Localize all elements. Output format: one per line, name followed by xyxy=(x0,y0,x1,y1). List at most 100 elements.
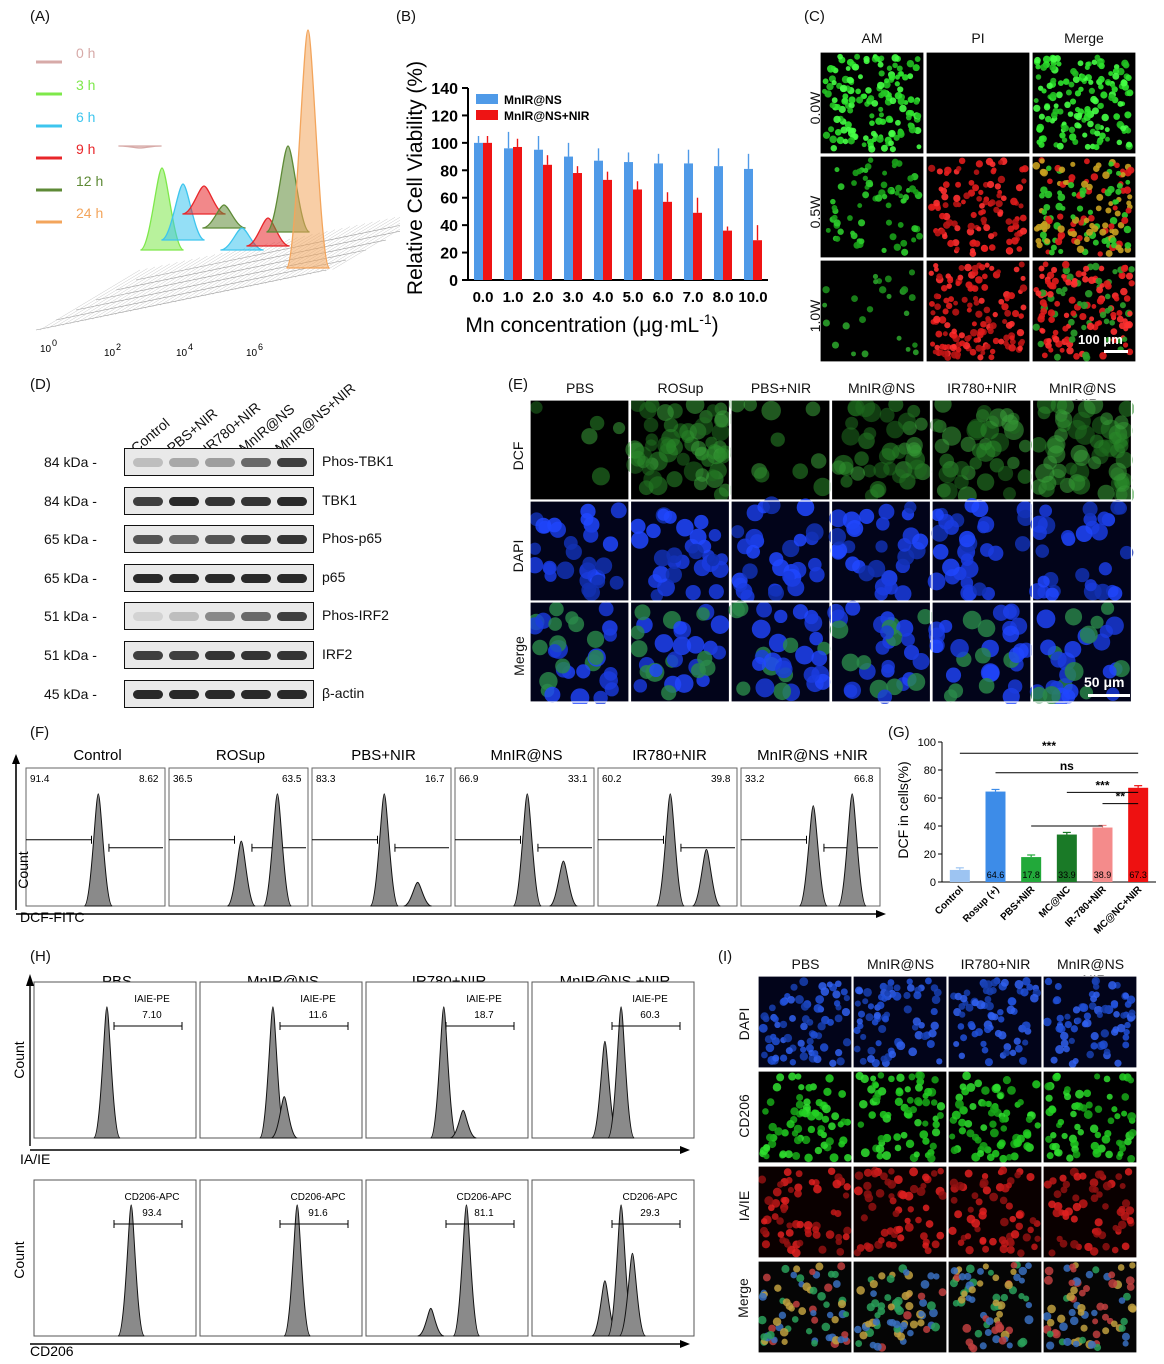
a-legend-label: 24 h xyxy=(76,205,103,221)
h-gate-value: 29.3 xyxy=(640,1208,660,1219)
g-bar xyxy=(1128,787,1149,882)
g-x-tick: PBS+NIR xyxy=(999,884,1038,923)
h-gate-name: CD206-APC xyxy=(124,1192,179,1203)
h-gate-name: CD206-APC xyxy=(622,1192,677,1203)
b-y-tick: 60 xyxy=(440,191,458,208)
d-protein-name: IRF2 xyxy=(322,646,353,662)
a-legend-label: 3 h xyxy=(76,77,95,93)
b-legend-label: MnIR@NS+NIR xyxy=(504,109,590,123)
d-band xyxy=(241,651,271,660)
f-histogram-peak xyxy=(655,793,685,907)
g-bar xyxy=(1021,857,1042,882)
d-band xyxy=(133,612,163,622)
f-histogram-peak xyxy=(403,881,432,907)
h-bottom-y-label: Count xyxy=(11,1241,27,1278)
g-bar xyxy=(1092,827,1113,882)
panel-g-label: (G) xyxy=(888,724,910,741)
g-x-tick: MC@NC xyxy=(1037,884,1073,920)
d-band xyxy=(277,496,307,506)
panel-b-bar-chart: 0 20 40 60 80 100 120 140 0.0 1.0 2.0 3.0 4.0 5.0 6.0 7… xyxy=(404,61,768,337)
b-legend-swatch xyxy=(476,110,498,120)
e-column-header: IR780+NIR xyxy=(947,380,1017,396)
h-histogram-peak xyxy=(117,1204,145,1337)
d-band xyxy=(133,651,163,660)
g-data-label: 64.6 xyxy=(987,870,1005,880)
h-histogram-peak xyxy=(417,1307,445,1337)
f-group-title: IR780+NIR xyxy=(632,747,707,764)
f-right-percent: 33.1 xyxy=(568,774,588,785)
f-histogram-peak xyxy=(548,860,578,907)
a-histogram-peak xyxy=(202,204,246,229)
b-y-tick: 40 xyxy=(440,218,458,235)
panel-f-flow-histograms: Control 91.4 8.62 ROSup 36.5 63.5 PBS+NIR 83.3 1… xyxy=(12,747,886,925)
c-scale-bar-label: 100 μm xyxy=(1078,332,1123,347)
a-histogram-peak xyxy=(161,183,205,241)
panel-d-western-blot: Control PBS+NIR IR780+NIR MnIR@NS MnIR@NS+NI… xyxy=(0,370,500,715)
g-data-label: 17.8 xyxy=(1022,870,1040,880)
d-band xyxy=(169,458,199,467)
panel-c-microscopy: AM PI Merge 0.0W 0.5W 1.0W 100 μm xyxy=(807,30,1136,366)
f-right-percent: 63.5 xyxy=(282,774,302,785)
panel-b-label: (B) xyxy=(396,8,416,25)
b-bar xyxy=(483,142,492,280)
a-legend-label: 0 h xyxy=(76,45,95,61)
d-protein-name: β-actin xyxy=(322,684,365,701)
h-top-y-label: Count xyxy=(11,1041,27,1078)
a-x-tick: 2 xyxy=(116,342,121,352)
d-blot-strip xyxy=(124,486,314,515)
f-left-percent: 83.3 xyxy=(316,774,336,785)
b-legend-swatch xyxy=(476,94,498,104)
d-kda-marker: 84 kDa - xyxy=(44,454,97,470)
a-histogram-peak xyxy=(285,29,331,269)
f-right-percent: 16.7 xyxy=(425,774,445,785)
e-row-dapi: DAPI xyxy=(510,539,526,573)
e-micro-image xyxy=(530,400,629,500)
g-sig-label: ns xyxy=(1060,759,1074,773)
h-gate-value: 93.4 xyxy=(142,1208,162,1219)
h-top-x-label: IA/IE xyxy=(20,1151,50,1167)
i-row-dapi: DAPI xyxy=(736,1007,752,1041)
b-y-tick: 100 xyxy=(431,136,458,153)
d-blot-strip xyxy=(124,602,314,631)
d-protein-name: Phos-IRF2 xyxy=(322,607,389,624)
b-bar xyxy=(543,164,552,280)
d-band xyxy=(169,535,199,545)
a-x-tick: 4 xyxy=(188,342,193,352)
f-x-axis-label: DCF-FITC xyxy=(20,909,85,925)
h-gate-value: 7.10 xyxy=(142,1010,162,1021)
i-row-iaie: IA/IE xyxy=(736,1190,752,1222)
h-plot-frame xyxy=(365,1179,529,1337)
d-band xyxy=(241,612,271,622)
f-right-percent: 39.8 xyxy=(711,774,731,785)
g-y-tick: 0 xyxy=(930,877,936,889)
e-row-merge: Merge xyxy=(511,636,527,676)
d-blot-strip xyxy=(124,448,314,476)
panel-c-label: (C) xyxy=(804,8,825,25)
d-band xyxy=(133,496,163,506)
h-gate-name: CD206-APC xyxy=(290,1192,345,1203)
b-bar xyxy=(744,168,753,280)
d-band xyxy=(277,612,307,622)
f-left-percent: 60.2 xyxy=(602,774,622,785)
d-band xyxy=(277,651,307,660)
b-bar xyxy=(513,146,522,280)
b-bar xyxy=(573,173,582,280)
d-kda-marker: 65 kDa - xyxy=(44,531,97,548)
d-protein-name: p65 xyxy=(322,568,346,585)
a-legend-label: 12 h xyxy=(76,173,103,189)
e-column-header: MnIR@NS xyxy=(847,380,916,396)
e-scale-bar xyxy=(1088,694,1130,697)
d-band xyxy=(277,689,307,699)
a-histogram-peak xyxy=(118,145,162,149)
f-right-percent: 8.62 xyxy=(139,774,159,785)
b-legend-label: MnIR@NS xyxy=(504,93,562,107)
g-y-tick: 20 xyxy=(924,849,936,861)
h-histogram-peak xyxy=(430,1006,458,1139)
f-left-percent: 91.4 xyxy=(30,774,50,785)
d-band xyxy=(205,612,235,622)
g-bar xyxy=(949,869,970,882)
h-gate-value: 11.6 xyxy=(309,1010,328,1021)
